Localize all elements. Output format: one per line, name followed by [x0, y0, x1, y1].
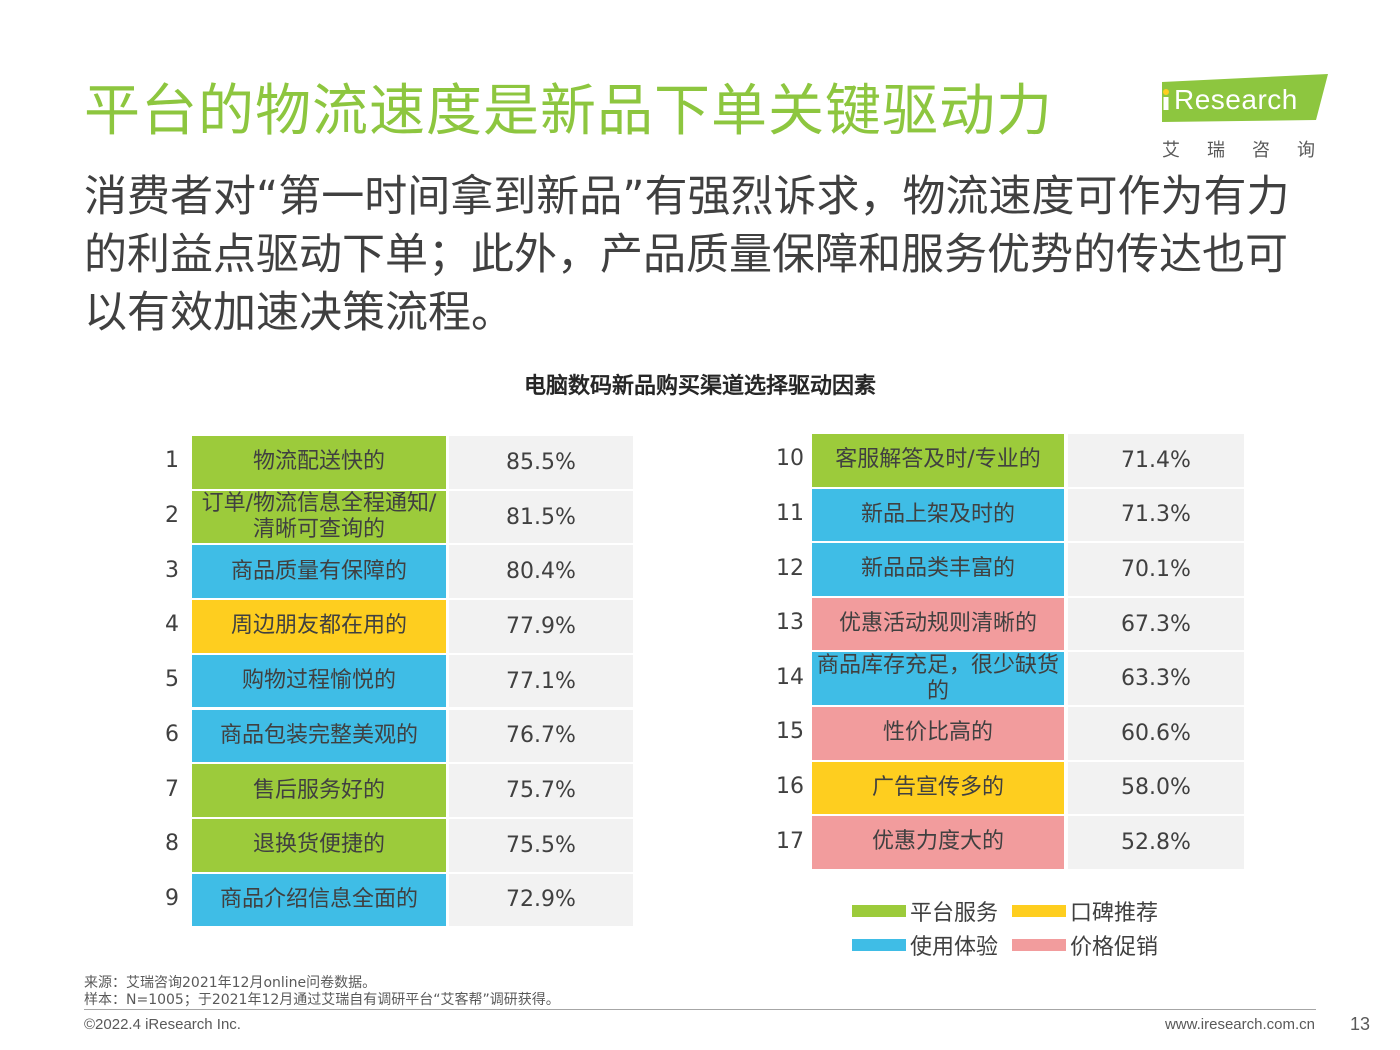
legend-item-word-of-mouth: 口碑推荐	[1012, 896, 1158, 926]
rank-number: 15	[776, 719, 804, 745]
rank-number: 4	[165, 612, 179, 638]
factor-value-cell: 77.1%	[449, 654, 633, 708]
logo-chinese-name: 艾瑞咨询	[1162, 140, 1342, 161]
factor-label-cell: 商品介绍信息全面的	[192, 873, 446, 927]
factor-value-cell: 81.5%	[449, 490, 633, 544]
factor-value-cell: 76.7%	[449, 709, 633, 763]
factor-label-cell: 优惠力度大的	[812, 816, 1064, 869]
factor-label-cell: 广告宣传多的	[812, 761, 1064, 815]
factor-label-cell: 优惠活动规则清晰的	[812, 597, 1064, 651]
rank-number: 9	[165, 885, 179, 911]
factor-value-cell: 77.9%	[449, 600, 633, 653]
rank-number: 2	[165, 503, 179, 529]
rank-number: 3	[165, 557, 179, 583]
factor-value-cell: 58.0%	[1068, 761, 1244, 815]
chart-title: 电脑数码新品购买渠道选择驱动因素	[523, 374, 876, 399]
rank-number: 5	[165, 667, 179, 693]
rank-number: 7	[165, 776, 179, 802]
legend-item-platform-service: 平台服务	[852, 896, 998, 926]
rank-number: 12	[776, 555, 804, 581]
factor-value-cell: 71.3%	[1068, 488, 1244, 542]
factor-label-cell: 周边朋友都在用的	[192, 600, 446, 653]
legend-swatch-user-experience	[852, 939, 906, 951]
legend-label-platform-service: 平台服务	[910, 901, 999, 926]
logo-wordmark: Research	[1174, 84, 1298, 115]
factor-value-cell: 75.7%	[449, 764, 633, 817]
factor-value-cell: 75.5%	[449, 818, 633, 872]
footer-divider	[84, 1009, 1316, 1010]
factor-value-cell: 67.3%	[1068, 597, 1244, 651]
footer-website-link[interactable]: www.iresearch.com.cn	[1164, 1016, 1315, 1033]
factor-label-cell: 物流配送快的	[192, 436, 446, 489]
footer-copyright: ©2022.4 iResearch Inc.	[84, 1016, 241, 1033]
rank-number: 16	[776, 773, 804, 799]
legend-item-price-promotion: 价格促销	[1012, 930, 1158, 960]
footnote-sample: 样本：N=1005；于2021年12月通过艾瑞自有调研平台“艾客帮”调研获得。	[84, 992, 560, 1008]
factor-label-cell: 商品包装完整美观的	[192, 709, 446, 763]
factor-value-cell: 80.4%	[449, 545, 633, 599]
rank-number: 11	[776, 500, 804, 526]
iresearch-logo: Research 艾瑞咨询	[1158, 72, 1333, 161]
slide-title: 平台的物流速度是新品下单关键驱动力	[84, 79, 1053, 144]
factor-label-cell: 退换货便捷的	[192, 818, 446, 872]
legend-label-user-experience: 使用体验	[910, 935, 999, 960]
factor-label-cell: 新品上架及时的	[812, 488, 1064, 542]
rank-number: 8	[165, 831, 179, 857]
factor-value-cell: 85.5%	[449, 436, 633, 489]
legend-item-user-experience: 使用体验	[852, 930, 998, 960]
factor-label-cell: 订单/物流信息全程通知/清晰可查询的	[192, 490, 446, 544]
factor-label-cell: 商品质量有保障的	[192, 545, 446, 599]
factor-value-cell: 63.3%	[1068, 652, 1244, 705]
factor-value-cell: 60.6%	[1068, 707, 1244, 760]
factor-value-cell: 71.4%	[1068, 434, 1244, 487]
rank-number: 17	[776, 828, 804, 854]
rank-number: 6	[165, 721, 179, 747]
rank-number: 1	[165, 448, 179, 474]
legend-label-word-of-mouth: 口碑推荐	[1070, 901, 1159, 926]
footnote-source: 来源：艾瑞咨询2021年12月online问卷数据。	[84, 975, 377, 991]
factor-label-cell: 售后服务好的	[192, 764, 446, 817]
factor-value-cell: 52.8%	[1068, 816, 1244, 869]
slide-subtitle: 消费者对“第一时间拿到新品”有强烈诉求，物流速度可作为有力的利益点驱动下单；此外…	[84, 172, 1290, 338]
factor-label-cell: 新品品类丰富的	[812, 543, 1064, 596]
page-number: 13	[1350, 1014, 1371, 1034]
rank-number: 14	[776, 664, 804, 690]
chart-legend: 平台服务 口碑推荐 使用体验 价格促销	[852, 896, 1192, 966]
legend-swatch-price-promotion	[1012, 939, 1066, 951]
factor-label-cell: 购物过程愉悦的	[192, 654, 446, 708]
factor-value-cell: 70.1%	[1068, 543, 1244, 596]
rank-number: 13	[776, 610, 804, 636]
factor-label-cell: 商品库存充足，很少缺货的	[812, 652, 1064, 705]
legend-swatch-word-of-mouth	[1012, 905, 1066, 917]
legend-swatch-platform-service	[852, 905, 906, 917]
rank-number: 10	[776, 446, 804, 472]
legend-label-price-promotion: 价格促销	[1070, 935, 1159, 960]
factor-value-cell: 72.9%	[449, 873, 633, 927]
factor-label-cell: 性价比高的	[812, 707, 1064, 760]
factor-label-cell: 客服解答及时/专业的	[812, 434, 1064, 487]
